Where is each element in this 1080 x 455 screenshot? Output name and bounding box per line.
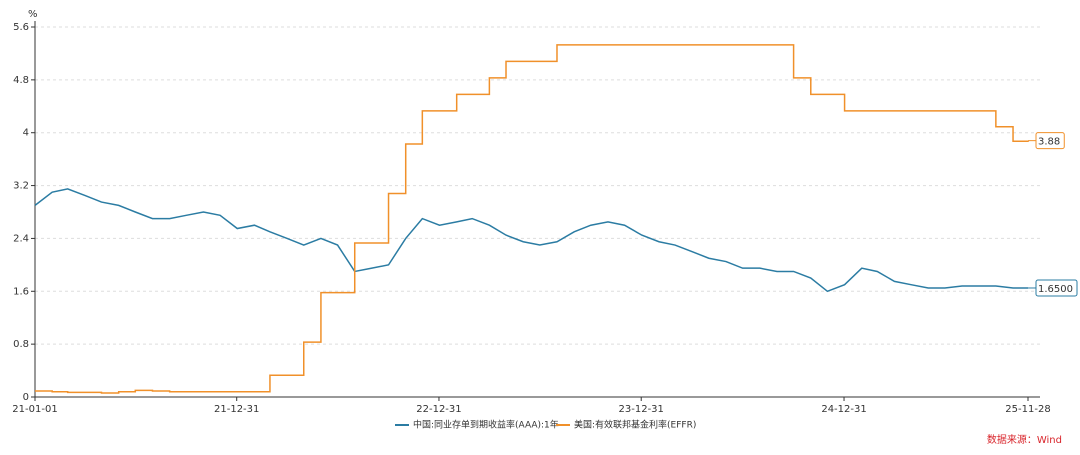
legend-label: 美国:有效联邦基金利率(EFFR) (574, 419, 696, 431)
y-tick-label: 0.8 (13, 339, 29, 350)
end-label-text: 3.88 (1038, 137, 1060, 148)
y-tick-label: 1.6 (13, 286, 29, 297)
x-tick-label: 23-12-31 (619, 404, 664, 415)
y-tick-label: 0 (23, 392, 29, 403)
source-note: 数据来源：Wind (987, 433, 1062, 446)
y-tick-label: 5.6 (13, 22, 29, 33)
series-line (34, 188, 1028, 293)
y-tick-label: 2.4 (13, 233, 29, 244)
y-tick-label: 3.2 (13, 181, 29, 192)
x-tick-label: 25-11-28 (1005, 404, 1050, 415)
end-label-text: 1.6500 (1038, 284, 1073, 295)
y-tick-label: 4 (23, 128, 29, 139)
x-tick-label: 22-12-31 (416, 404, 461, 415)
x-tick-label: 24-12-31 (821, 404, 866, 415)
y-axis-label: % (28, 9, 38, 20)
x-tick-label: 21-01-01 (12, 404, 57, 415)
series-line (35, 44, 1029, 394)
x-tick-label: 21-12-31 (214, 404, 259, 415)
y-tick-label: 4.8 (13, 75, 29, 86)
legend-label: 中国:同业存单到期收益率(AAA):1年 (413, 419, 559, 431)
